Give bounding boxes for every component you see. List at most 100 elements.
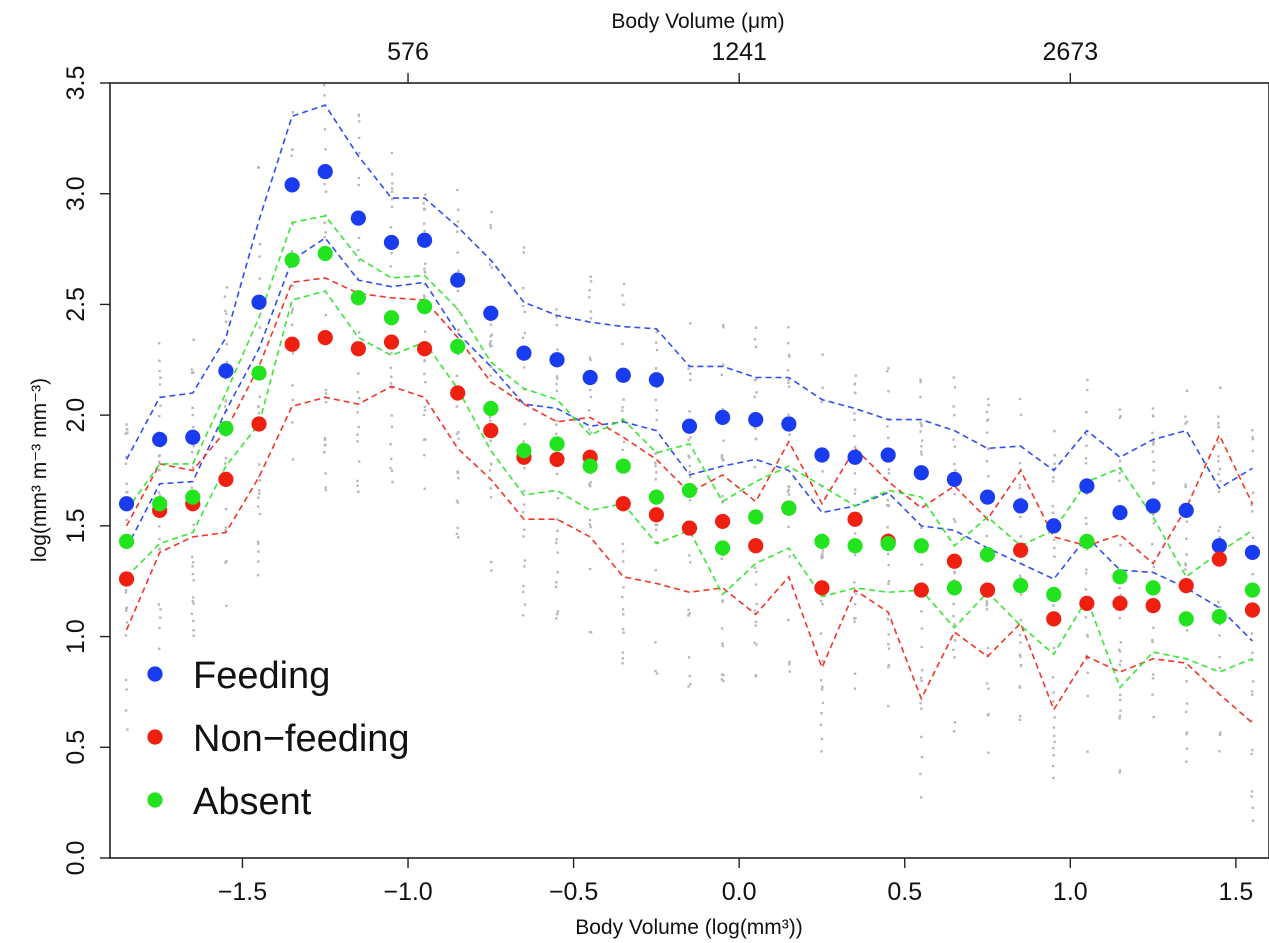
raw-point <box>1118 472 1121 475</box>
raw-point <box>621 406 624 409</box>
raw-point <box>1217 441 1220 444</box>
raw-point <box>224 400 227 403</box>
raw-point <box>389 366 393 369</box>
data-point <box>979 489 996 505</box>
raw-point <box>655 523 659 526</box>
raw-point <box>589 431 593 434</box>
raw-point <box>124 591 128 594</box>
raw-point <box>754 624 757 627</box>
raw-point <box>390 205 394 209</box>
raw-point <box>356 484 359 488</box>
raw-point <box>390 425 394 428</box>
raw-point <box>423 296 426 299</box>
raw-point <box>457 269 460 273</box>
data-point <box>781 416 797 432</box>
raw-point <box>1018 718 1021 722</box>
raw-point <box>755 643 758 646</box>
raw-point <box>1151 677 1155 680</box>
raw-point <box>720 373 723 376</box>
raw-point <box>224 462 227 465</box>
data-point <box>781 500 797 516</box>
raw-point <box>389 466 392 470</box>
raw-point <box>754 326 758 329</box>
raw-point <box>490 333 493 336</box>
raw-point <box>787 326 790 329</box>
raw-point <box>953 445 957 448</box>
data-point <box>218 471 234 487</box>
raw-point <box>390 414 393 417</box>
raw-point <box>1151 543 1154 546</box>
raw-point <box>787 525 790 529</box>
top-tick-label: 1241 <box>711 38 767 66</box>
raw-point <box>1250 790 1254 793</box>
raw-point <box>422 413 426 417</box>
raw-point <box>157 460 161 463</box>
raw-point <box>1019 618 1023 622</box>
raw-point <box>1019 413 1023 417</box>
raw-point <box>821 659 824 663</box>
raw-point <box>555 538 558 541</box>
raw-point <box>655 471 658 474</box>
raw-point <box>357 425 360 429</box>
raw-point <box>191 450 194 454</box>
raw-point <box>356 440 359 443</box>
raw-point <box>157 647 161 651</box>
raw-point <box>1086 750 1089 753</box>
raw-point <box>755 602 758 606</box>
data-point <box>1211 538 1227 554</box>
raw-point <box>258 277 262 280</box>
data-point <box>1013 578 1029 594</box>
raw-point <box>323 128 327 131</box>
raw-point <box>1250 503 1253 507</box>
raw-point <box>720 627 724 630</box>
raw-point <box>1119 659 1122 663</box>
raw-point <box>920 756 924 759</box>
raw-point <box>191 555 194 559</box>
raw-point <box>389 442 392 446</box>
raw-point <box>1118 586 1121 590</box>
raw-point <box>1218 525 1222 529</box>
raw-point <box>853 603 857 606</box>
data-point <box>715 513 731 530</box>
data-point <box>681 482 698 499</box>
raw-point <box>1119 693 1122 697</box>
raw-point <box>1084 588 1088 591</box>
raw-point <box>1051 480 1055 483</box>
raw-point <box>589 525 592 529</box>
raw-point <box>886 504 889 507</box>
raw-point <box>687 608 690 611</box>
raw-point <box>1217 459 1220 463</box>
data-point <box>1112 569 1128 585</box>
raw-point <box>555 375 559 378</box>
raw-point <box>1118 650 1122 653</box>
raw-point <box>854 532 857 535</box>
raw-point <box>1051 504 1055 508</box>
raw-point <box>457 328 460 331</box>
raw-point <box>159 376 162 379</box>
raw-point <box>1119 709 1122 712</box>
confidence-line <box>125 215 1253 578</box>
data-point <box>1211 609 1227 625</box>
data-point <box>1079 478 1095 494</box>
raw-point <box>1051 676 1055 679</box>
legend-marker <box>147 729 163 745</box>
raw-point <box>257 475 261 478</box>
raw-point <box>588 483 591 486</box>
raw-point <box>523 528 526 531</box>
data-point <box>284 177 300 193</box>
raw-point <box>258 479 262 482</box>
raw-point <box>787 663 791 666</box>
raw-point <box>391 197 394 201</box>
raw-point <box>621 657 625 660</box>
raw-point <box>920 707 923 710</box>
raw-point <box>324 472 327 475</box>
raw-point <box>588 630 592 634</box>
raw-point <box>192 338 195 342</box>
raw-point <box>356 433 359 436</box>
raw-point <box>192 523 195 526</box>
raw-point <box>1051 511 1055 514</box>
top-tick-label: 576 <box>387 38 429 66</box>
raw-point <box>952 405 955 408</box>
raw-point <box>1018 574 1022 578</box>
raw-point <box>1185 520 1189 523</box>
